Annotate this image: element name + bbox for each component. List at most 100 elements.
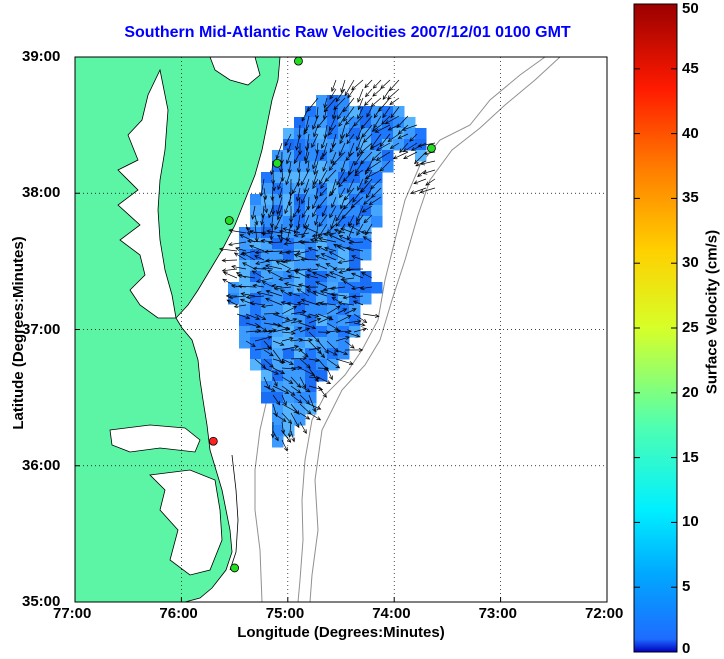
coverage-cell	[371, 161, 383, 173]
velocity-vector	[271, 284, 283, 289]
coverage-cell	[250, 293, 262, 305]
velocity-vector	[353, 327, 368, 333]
coverage-cell	[283, 293, 295, 305]
coverage-cell	[349, 227, 361, 239]
coverage-cell	[360, 183, 372, 195]
velocity-vector	[235, 247, 247, 252]
velocity-vector	[265, 264, 283, 270]
velocity-vector	[283, 241, 301, 246]
velocity-vector	[254, 313, 267, 320]
velocity-vector	[263, 358, 274, 368]
coverage-cell	[294, 370, 306, 382]
velocity-vector	[285, 268, 301, 273]
coverage-cell	[283, 205, 295, 217]
coverage-cell	[261, 205, 273, 217]
velocity-vector	[278, 250, 292, 255]
velocity-vector	[335, 214, 346, 227]
velocity-vector	[305, 285, 319, 290]
coverage-cell	[305, 106, 317, 118]
coverage-cell	[239, 315, 251, 327]
velocity-vector	[317, 196, 328, 210]
velocity-vector	[281, 336, 295, 342]
velocity-vector	[317, 385, 327, 398]
velocity-vector	[292, 178, 301, 195]
velocity-vector	[389, 97, 400, 106]
coverage-cell	[360, 194, 372, 206]
coverage-cell	[294, 392, 306, 404]
velocity-vector	[308, 346, 322, 351]
coverage-cell	[305, 326, 317, 338]
chesapeake-bay	[117, 68, 177, 319]
velocity-vector	[260, 304, 274, 309]
velocity-vector	[362, 133, 373, 143]
velocity-vector	[299, 376, 307, 389]
coverage-cell	[272, 359, 284, 371]
coverage-cell	[294, 337, 306, 349]
coverage-cell	[250, 359, 262, 371]
velocity-vector	[281, 331, 296, 336]
velocity-vector	[375, 151, 391, 161]
velocity-vector	[293, 253, 310, 261]
velocity-vector	[239, 234, 256, 243]
velocity-vector	[278, 187, 283, 199]
coverage-cell	[316, 249, 328, 261]
velocity-vector	[281, 376, 294, 384]
colorbar-tick-label: 5	[682, 578, 691, 596]
x-tick-label: 75:00	[265, 605, 305, 622]
coverage-cell	[272, 172, 284, 184]
velocity-vector	[331, 106, 337, 120]
coverage-cell	[360, 117, 372, 129]
velocity-vector	[372, 88, 382, 97]
velocity-vector	[333, 228, 346, 234]
colorbar	[633, 3, 678, 653]
velocity-vector	[425, 178, 436, 186]
coverage-cell	[316, 95, 328, 107]
velocity-vector	[290, 356, 308, 361]
coverage-cell	[294, 293, 306, 305]
velocity-vector	[272, 430, 279, 442]
velocity-vector	[267, 240, 283, 245]
coverage-cell	[250, 249, 262, 261]
velocity-vector	[351, 294, 364, 299]
velocity-vector	[290, 310, 307, 315]
coverage-cell	[360, 205, 372, 217]
coverage-cell	[338, 315, 350, 327]
velocity-vector	[389, 142, 400, 149]
velocity-vector	[352, 187, 364, 203]
coverage-cell	[371, 282, 383, 294]
velocity-vector	[308, 313, 320, 318]
velocity-vector	[364, 169, 382, 180]
velocity-vector	[259, 178, 265, 197]
velocity-vector	[351, 286, 364, 291]
velocity-vector	[270, 187, 275, 201]
coverage-cell	[283, 249, 295, 261]
velocity-vector	[263, 249, 283, 254]
velocity-vector	[268, 205, 274, 219]
coverage-cell	[272, 249, 284, 261]
coverage-cell	[283, 392, 295, 404]
coverage-cell	[316, 194, 328, 206]
velocity-vector	[233, 252, 247, 261]
velocity-vector	[396, 115, 409, 129]
velocity-vector	[350, 196, 364, 209]
coverage-cell	[316, 370, 328, 382]
coverage-cell	[327, 139, 339, 151]
coverage-cell	[327, 216, 339, 228]
velocity-vector	[265, 258, 283, 263]
velocity-vector	[351, 79, 364, 91]
coverage-cell	[316, 106, 328, 118]
coverage-cell	[316, 293, 328, 305]
coverage-cell	[305, 359, 317, 371]
coverage-cell	[283, 414, 295, 426]
velocity-vector	[261, 231, 274, 236]
velocity-vector	[354, 151, 364, 166]
coverage-cell	[305, 216, 317, 228]
velocity-vector	[409, 133, 418, 142]
x-tick-label: 73:00	[478, 605, 517, 622]
velocity-vector	[228, 228, 247, 234]
coverage-cell	[338, 95, 350, 107]
coverage-cell	[316, 260, 328, 272]
velocity-vector	[320, 253, 337, 261]
coverage-cell	[239, 249, 251, 261]
velocity-vector	[374, 124, 391, 133]
